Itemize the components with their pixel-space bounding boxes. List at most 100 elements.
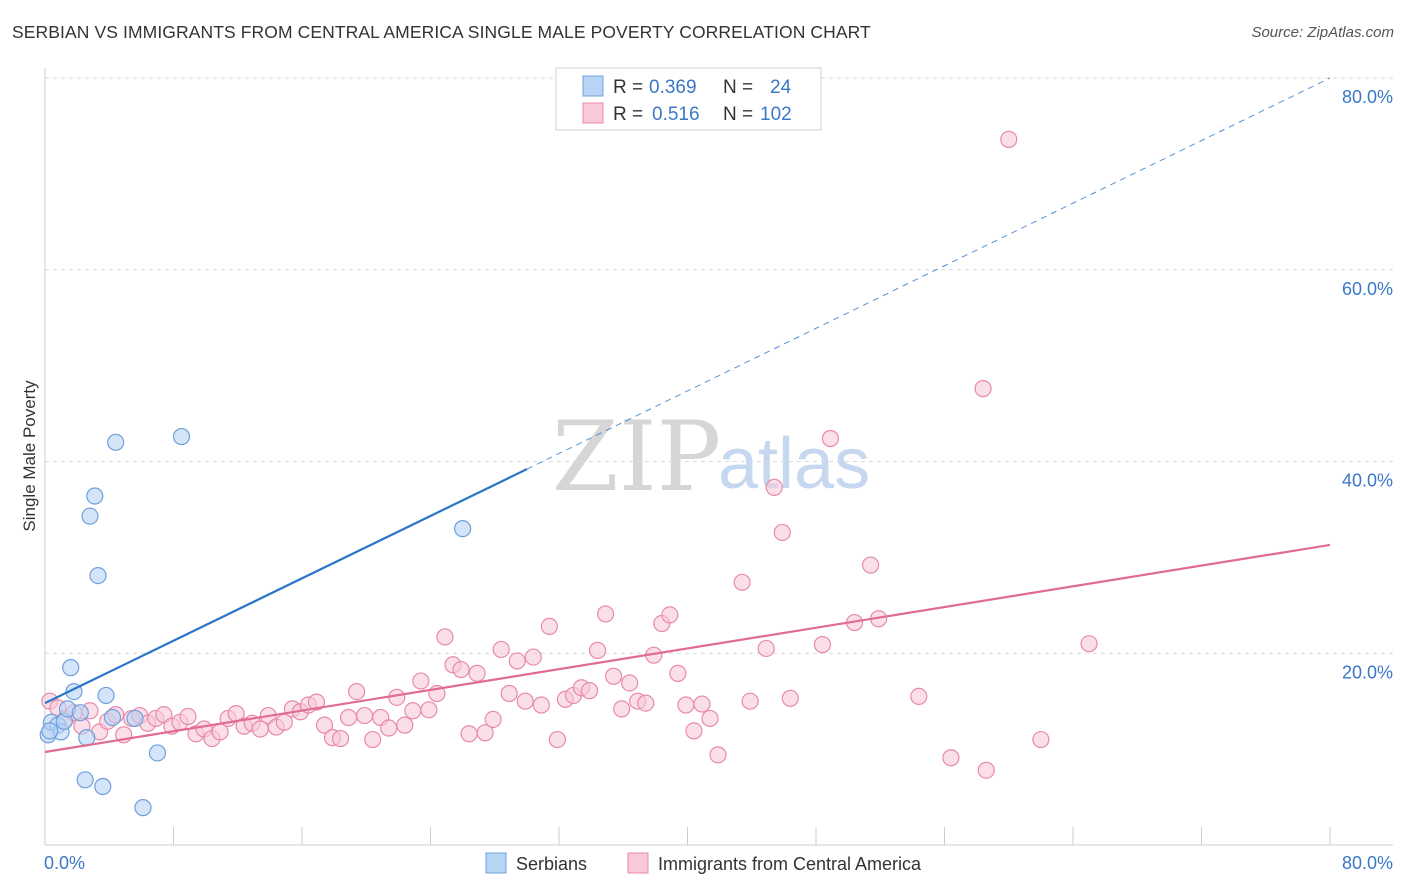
serbians-point	[94, 777, 112, 796]
bottom-legend-label-central-america: Immigrants from Central America	[658, 854, 922, 874]
central-america-point	[315, 716, 334, 734]
central-america-point	[1032, 730, 1050, 749]
serbians-point	[107, 433, 125, 451]
central-america-point	[468, 664, 486, 682]
central-america-point	[693, 695, 711, 713]
central-america-point	[364, 730, 382, 749]
central-america-point	[492, 640, 510, 659]
central-america-point	[910, 687, 928, 705]
central-america-point	[781, 689, 799, 707]
central-america-point	[821, 429, 840, 448]
central-america-point	[977, 761, 995, 779]
chart-title: SERBIAN VS IMMIGRANTS FROM CENTRAL AMERI…	[12, 22, 871, 42]
serbians-point	[41, 722, 59, 740]
central-america-point	[348, 682, 366, 701]
central-america-point	[436, 628, 454, 646]
central-america-point	[420, 701, 438, 719]
bottom-legend: Serbians Immigrants from Central America	[485, 852, 922, 874]
serbians-point	[134, 799, 152, 817]
central-america-point	[741, 692, 759, 710]
central-america-point	[179, 707, 197, 726]
central-america-point	[1000, 130, 1018, 148]
legend-r-label-serbians: R =	[613, 77, 643, 98]
source-credit: Source: ZipAtlas.com	[1251, 24, 1394, 41]
central-america-point	[580, 682, 599, 700]
legend-swatch-serbians	[582, 75, 604, 97]
y-tick-label: 80.0%	[1342, 87, 1393, 107]
serbians-point	[454, 520, 472, 538]
legend-n-value-serbians: 24	[770, 77, 792, 98]
serbians-point	[76, 771, 94, 789]
bottom-legend-swatch-serbians	[485, 852, 507, 874]
central-america-point	[733, 573, 751, 591]
central-america-point	[613, 700, 631, 718]
central-america-point	[813, 636, 832, 654]
central-america-point	[773, 523, 791, 542]
serbians-trend-extension	[526, 77, 1331, 470]
central-america-point	[339, 708, 358, 727]
serbians-point	[97, 686, 115, 705]
central-america-point	[709, 746, 727, 764]
serbians-point	[148, 744, 167, 762]
serbians-point	[62, 659, 80, 677]
legend-n-label-central-america: N =	[723, 104, 753, 125]
central-america-point	[701, 709, 719, 728]
central-america-point	[765, 478, 783, 496]
serbians-trend-line	[44, 468, 528, 705]
central-america-point	[476, 724, 494, 742]
central-america-point	[508, 652, 526, 670]
central-america-point	[548, 730, 566, 749]
central-america-point	[862, 556, 880, 574]
central-america-point	[500, 684, 518, 703]
serbians-point	[126, 709, 144, 728]
x-tick-label-max: 80.0%	[1342, 853, 1393, 873]
legend-r-label-central-america: R =	[613, 104, 643, 125]
central-america-point	[380, 719, 398, 737]
central-america-point	[621, 674, 639, 692]
legend-n-label-serbians: N =	[723, 77, 753, 98]
central-america-point	[540, 617, 558, 636]
central-america-point	[404, 702, 422, 720]
central-america-point	[596, 605, 615, 623]
legend-n-value-central-america: 102	[760, 104, 792, 125]
serbians-point	[89, 566, 107, 585]
central-america-point	[532, 696, 550, 714]
central-america-point	[388, 688, 406, 706]
serbians-point	[81, 507, 99, 525]
serbians-point	[86, 487, 104, 505]
central-america-point	[412, 672, 430, 690]
central-america-point	[396, 716, 414, 734]
central-america-point	[661, 606, 679, 624]
bottom-legend-swatch-central-america	[627, 852, 649, 874]
serbians-point	[103, 708, 122, 727]
y-axis-title: Single Male Poverty	[20, 380, 39, 532]
central-america-point	[605, 667, 623, 685]
legend-swatch-central-america	[582, 102, 604, 124]
x-tick-label-min: 0.0%	[44, 853, 85, 873]
central-america-point	[942, 749, 960, 767]
y-tick-label: 60.0%	[1342, 279, 1393, 299]
central-america-point	[757, 639, 775, 658]
central-america-point	[685, 722, 703, 740]
central-america-point	[516, 692, 534, 710]
central-america-point	[1080, 635, 1098, 653]
central-america-trend-line	[44, 543, 1331, 754]
central-america-point	[669, 664, 687, 682]
watermark-atlas: atlas	[718, 424, 870, 504]
central-america-point	[637, 694, 655, 712]
y-tick-label: 20.0%	[1342, 662, 1393, 682]
legend-r-value-serbians: 0.369	[649, 77, 697, 98]
y-tick-label: 40.0%	[1342, 471, 1393, 491]
central-america-point	[974, 380, 992, 398]
legend: R = 0.369 N = 24 R = 0.516 N = 102	[555, 67, 822, 131]
central-america-point	[588, 641, 607, 659]
central-america-point	[460, 725, 478, 743]
central-america-point	[677, 696, 695, 714]
watermark-zip: ZIP	[552, 401, 721, 513]
central-america-point	[484, 710, 502, 729]
central-america-point	[331, 729, 350, 748]
bottom-legend-label-serbians: Serbians	[516, 854, 587, 874]
central-america-point	[524, 648, 542, 666]
central-america-point	[452, 660, 470, 679]
